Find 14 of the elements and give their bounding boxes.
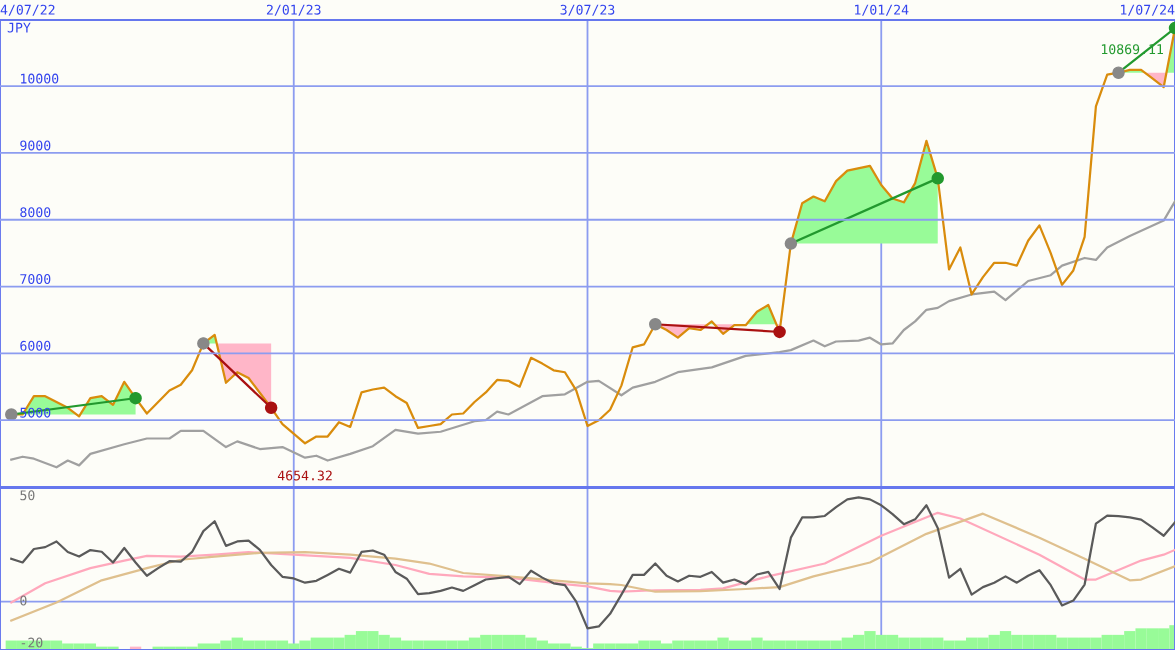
y-tick-label: 7000 [20,274,51,285]
x-tick-label: 2/01/23 [266,4,321,16]
y-tick-label: -20 [21,637,43,648]
x-tick-label: 4/07/22 [0,4,55,16]
y-tick-label: 10000 [21,73,59,84]
y-axis-title: JPY [7,22,31,33]
y-tick-label: 8000 [20,207,51,218]
y-tick-label: 9000 [20,140,51,151]
y-tick-label: 50 [20,490,35,501]
annotation: 4654.32 [277,470,332,481]
x-tick-label: 3/07/23 [560,4,615,16]
y-tick-label: 6000 [20,340,51,351]
x-tick-label: 1/01/24 [855,4,909,16]
x-tick-label: 1/07/24 [1120,4,1175,16]
